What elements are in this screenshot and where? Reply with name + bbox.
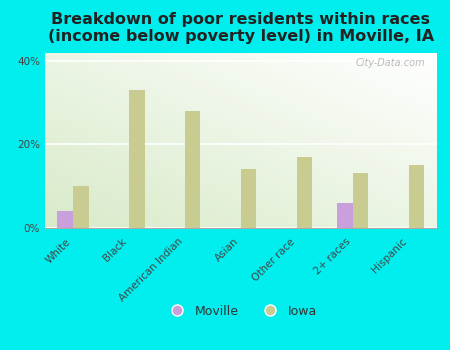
Bar xyxy=(73,186,89,228)
Text: City-Data.com: City-Data.com xyxy=(355,58,425,68)
Bar xyxy=(297,157,312,228)
Bar xyxy=(129,90,144,228)
Bar xyxy=(57,211,73,228)
Legend: Moville, Iowa: Moville, Iowa xyxy=(160,300,322,323)
Title: Breakdown of poor residents within races
(income below poverty level) in Moville: Breakdown of poor residents within races… xyxy=(48,12,434,44)
Bar xyxy=(185,111,201,228)
Bar xyxy=(241,169,256,228)
Bar xyxy=(409,165,424,228)
Bar xyxy=(353,173,368,228)
Bar xyxy=(337,203,353,228)
